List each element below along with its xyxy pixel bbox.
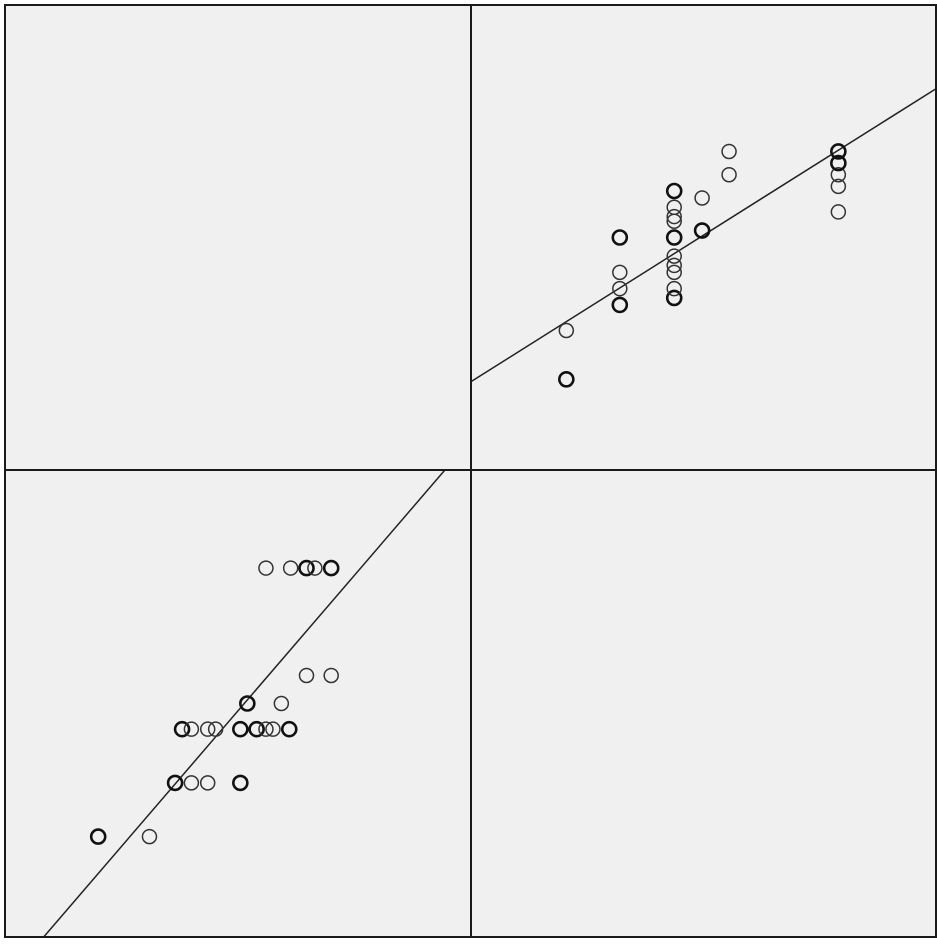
data-point [558,371,575,388]
panel-border [470,469,937,938]
data-point [665,289,683,307]
data-point [665,229,683,246]
panel-background [471,470,936,937]
data-point [830,143,847,160]
data-point [248,720,265,738]
data-point [666,248,682,264]
data-point [830,178,847,195]
panel-background [5,5,471,470]
data-point [207,721,224,737]
data-point [665,182,683,200]
data-point [830,204,847,220]
data-point [282,560,299,576]
data-point [298,559,315,577]
data-point [694,190,710,206]
data-point [322,559,340,577]
data-point [612,280,628,297]
data-point [298,667,315,684]
data-point [199,721,216,737]
data-point [666,264,682,281]
data-point [307,560,323,576]
panel-top-left [4,4,472,471]
data-point [558,322,575,339]
panel-bottom-right [470,469,937,938]
data-point [239,695,256,712]
data-point [721,143,737,160]
data-point [265,721,281,737]
data-point [666,257,682,274]
data-point [611,229,629,246]
data-point [830,154,847,172]
fit-line [43,470,446,937]
data-point [232,774,249,792]
data-point [258,721,274,737]
data-point [141,828,158,845]
panel-bottom-left [4,469,472,938]
data-point [273,695,290,712]
panel-top-right [470,4,937,471]
plot-area [43,470,446,937]
data-point [323,667,339,684]
data-point [693,222,711,239]
data-point [232,720,249,738]
data-point [611,296,629,314]
panel-background [5,470,471,937]
data-point [666,208,682,225]
data-point [280,720,298,738]
data-point [721,166,737,183]
data-point [183,721,200,737]
data-point [166,774,184,792]
data-point [173,720,191,738]
data-point [666,280,682,297]
data-point [199,775,216,791]
data-point [666,199,682,216]
data-point [258,560,274,576]
plot-area [471,88,936,388]
fit-line [471,88,936,383]
data-point [612,264,628,281]
data-point [183,775,200,791]
data-point [89,828,107,845]
data-point [830,166,847,183]
